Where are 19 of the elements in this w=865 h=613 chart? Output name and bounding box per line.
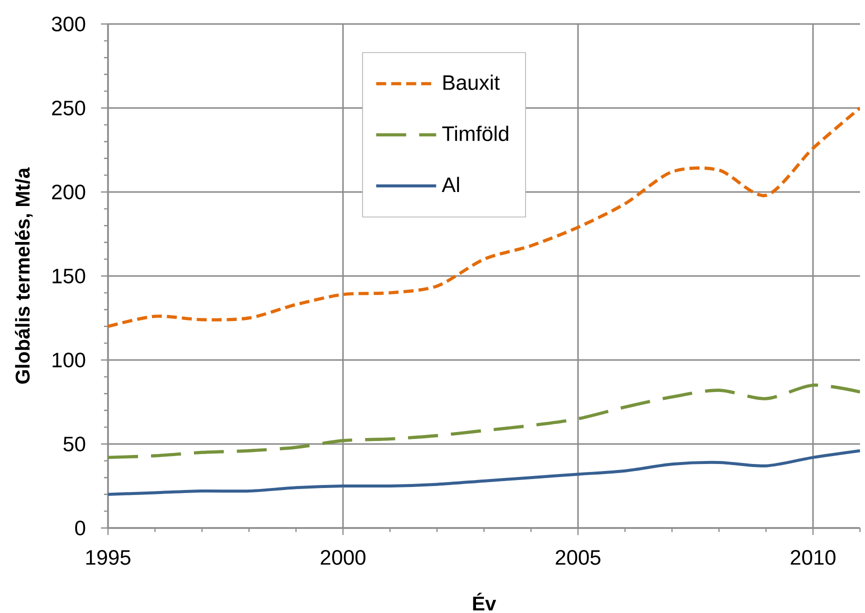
line-series <box>108 384 860 460</box>
line-series <box>108 449 860 496</box>
legend-label: Timföld <box>442 126 508 142</box>
y-tick-label: 200 <box>52 184 86 200</box>
legend-label: Bauxit <box>443 74 500 90</box>
x-tick-label: 2000 <box>320 550 366 565</box>
x-tick-label: 2005 <box>556 550 600 565</box>
y-tick-label: 0 <box>75 520 86 536</box>
line-series <box>108 106 860 328</box>
legend-label: Al <box>442 176 459 192</box>
y-tick-label: 300 <box>52 16 86 32</box>
y-tick-label: 50 <box>64 436 86 452</box>
y-tick-label: 150 <box>52 268 86 284</box>
y-tick-label: 250 <box>52 100 86 116</box>
x-tick-label: 1995 <box>86 550 130 565</box>
x-axis-title: Év <box>473 592 496 610</box>
y-axis-title: Globális termelés, Mt/a <box>14 167 33 384</box>
y-tick-label: 100 <box>52 352 86 368</box>
x-tick-label: 2010 <box>790 550 836 565</box>
